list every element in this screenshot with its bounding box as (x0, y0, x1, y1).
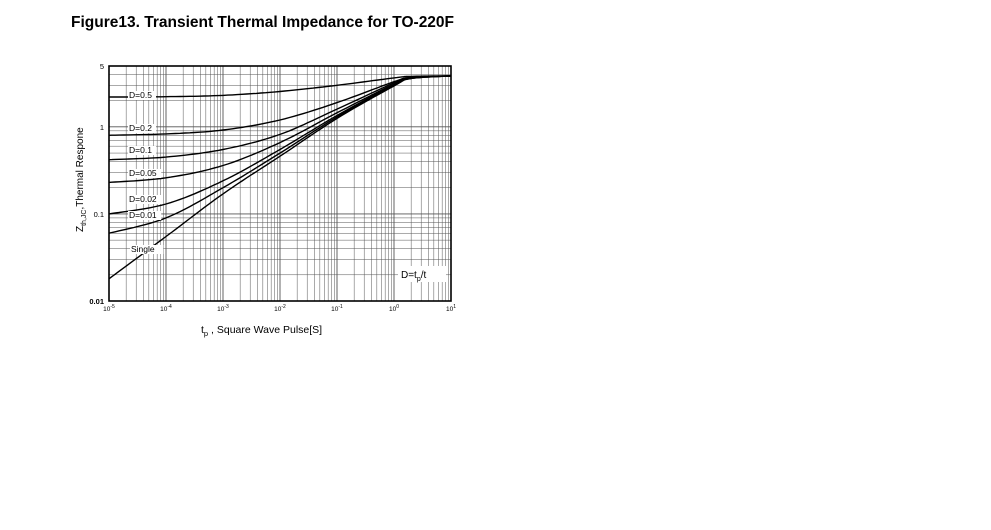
x-tick-label: 10-1 (331, 304, 343, 313)
annotation-box-bg (398, 266, 446, 282)
plot-frame (108, 65, 452, 302)
series-label-d-0-05: D=0.05 (129, 168, 157, 178)
x-axis-label: tp , Square Wave Pulse[S] (201, 324, 322, 338)
series-lines (108, 75, 452, 280)
x-tick-label: 10-2 (274, 304, 286, 313)
grid (109, 66, 451, 301)
x-axis-label-main: t (201, 324, 204, 336)
y-tick-label: 1 (100, 123, 104, 132)
annotation-rest: /t (421, 270, 427, 281)
series-label-bg (128, 211, 162, 220)
series-label-bg (128, 124, 156, 133)
x-tick-label: 101 (446, 304, 456, 313)
series-line-d-0-5 (109, 75, 451, 98)
series-line-single (108, 75, 452, 280)
annotation-main: D=t (401, 270, 417, 281)
y-tick-labels: 0.01 0.1 1 5 (89, 62, 104, 306)
x-tick-label: 10-4 (160, 304, 172, 313)
series-label-bg (128, 169, 162, 178)
series-label-d-0-1: D=0.1 (129, 145, 152, 155)
annotation-sub: p (417, 276, 421, 283)
series-label-bg (130, 245, 164, 254)
series-label-bg (128, 195, 162, 204)
y-tick-label: 0.1 (94, 210, 104, 219)
y-axis-label-rest: ,Thermal Respone (75, 127, 86, 210)
x-axis-label-rest: , Square Wave Pulse[S] (208, 324, 322, 336)
duty-cycle-annotation: D=tp/t (401, 270, 427, 283)
y-axis-label-sub: th,JC (81, 210, 88, 226)
y-tick-label: 5 (100, 62, 104, 71)
series-labels: D=0.5 D=0.2 D=0.1 D=0.05 D=0.02 D=0.01 Single (128, 90, 164, 254)
series-label-d-0-2: D=0.2 (129, 123, 152, 133)
x-tick-label: 10-3 (217, 304, 229, 313)
series-label-single: Single (131, 244, 155, 254)
x-axis-label-sub: p (204, 329, 208, 338)
series-label-bg (128, 91, 156, 100)
figure-title: Figure13. Transient Thermal Impedance fo… (71, 14, 455, 31)
series-label-d-0-01: D=0.01 (129, 210, 157, 220)
y-axis-label: Zth,JC,Thermal Respone (75, 127, 88, 232)
series-label-d-0-02: D=0.02 (129, 194, 157, 204)
x-tick-label: 100 (389, 304, 399, 313)
series-label-d-0-5: D=0.5 (129, 90, 152, 100)
x-tick-label: 10-5 (103, 304, 115, 313)
y-tick-label: 0.01 (89, 297, 104, 306)
series-label-bg (128, 146, 156, 155)
x-tick-labels: 10-5 10-4 10-3 10-2 10-1 100 101 (103, 304, 456, 313)
y-axis-label-main: Z (75, 226, 86, 232)
